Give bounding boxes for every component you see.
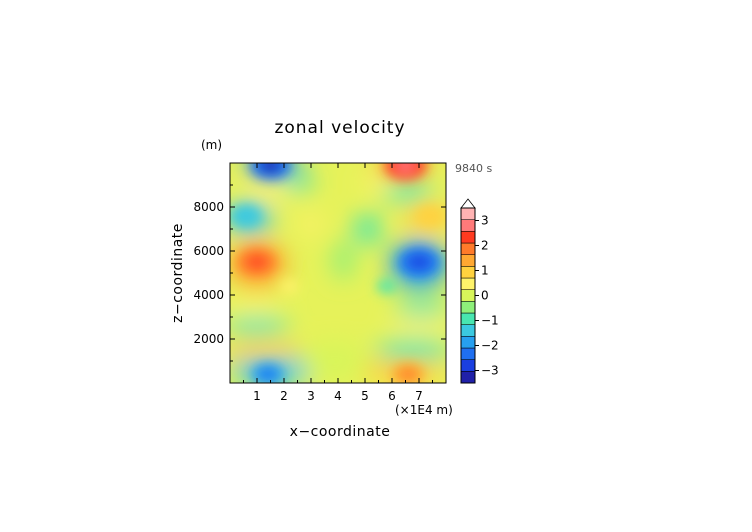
colorbar-segment	[460, 231, 476, 244]
x-tick-label: 4	[334, 389, 342, 403]
x-tick-label: 5	[361, 389, 369, 403]
field-blob	[281, 174, 314, 192]
field-feature-core	[396, 163, 415, 172]
x-unit-label: (×1E4 m)	[395, 403, 453, 417]
colorbar-segment	[460, 336, 476, 349]
field-feature-core	[410, 255, 428, 269]
field-feature	[377, 279, 397, 293]
colorbar-segment	[460, 242, 476, 255]
colorbar-extend-arrow	[460, 198, 476, 209]
colorbar-segment	[460, 266, 476, 279]
x-axis-title: x−coordinate	[290, 424, 391, 440]
colorbar-segment	[460, 207, 476, 220]
field-feature	[231, 205, 262, 227]
field-blob	[230, 315, 290, 336]
y-tick-label: 8000	[193, 200, 224, 214]
x-axis: 1 2 3 4 5 6 7	[243, 163, 433, 403]
colorbar-segment	[460, 277, 476, 290]
field-blob	[362, 174, 395, 192]
y-axis-title: z−coordinate	[170, 223, 186, 323]
field-blob	[230, 299, 282, 317]
field-feature-core	[261, 163, 280, 172]
colorbar-segment	[460, 312, 476, 325]
colorbar: 3 2 1 0 −1 −2 −3	[460, 198, 499, 384]
colorbar-segment	[460, 324, 476, 337]
heatmap-field	[230, 163, 446, 383]
colorbar-segment	[460, 219, 476, 232]
field-blob	[354, 213, 382, 245]
field-feature-core	[400, 368, 416, 380]
x-tick-label: 7	[415, 389, 423, 403]
colorbar-tick-label: −2	[481, 339, 499, 353]
field-blob	[300, 213, 322, 236]
colorbar-tick-label: 1	[481, 264, 489, 278]
y-tick-label: 2000	[193, 332, 224, 346]
field-blob	[394, 299, 446, 317]
colorbar-segment	[460, 254, 476, 267]
y-axis: 2000 4000 6000 8000	[193, 184, 446, 362]
field-blob	[230, 339, 301, 361]
time-label: 9840 s	[455, 162, 492, 175]
field-blob	[386, 315, 446, 336]
y-tick-label: 4000	[193, 288, 224, 302]
y-tick-label: 6000	[193, 244, 224, 258]
chart-title: zonal velocity	[274, 118, 405, 138]
x-tick-label: 2	[280, 389, 288, 403]
field-feature	[415, 205, 445, 226]
colorbar-tick-label: −1	[481, 314, 499, 328]
y-unit-label: (m)	[201, 138, 222, 152]
x-tick-label: 1	[253, 389, 261, 403]
field-feature-core	[260, 368, 276, 380]
field-feature	[279, 279, 299, 293]
colorbar-tick-label: 0	[481, 289, 489, 303]
x-tick-label: 3	[307, 389, 315, 403]
colorbar-segment	[460, 301, 476, 314]
colorbar-segment	[460, 359, 476, 372]
colorbar-tick-label: 2	[481, 239, 489, 253]
colorbar-segment	[460, 347, 476, 360]
field-blob	[375, 339, 446, 361]
field-blob	[332, 239, 355, 280]
colorbar-segment	[460, 371, 476, 384]
colorbar-tick-label: −3	[481, 364, 499, 378]
colorbar-tick-label: 3	[481, 214, 489, 228]
field-blob	[300, 341, 371, 381]
colorbar-segment	[460, 289, 476, 302]
field-feature-core	[248, 255, 266, 269]
x-tick-label: 6	[388, 389, 396, 403]
